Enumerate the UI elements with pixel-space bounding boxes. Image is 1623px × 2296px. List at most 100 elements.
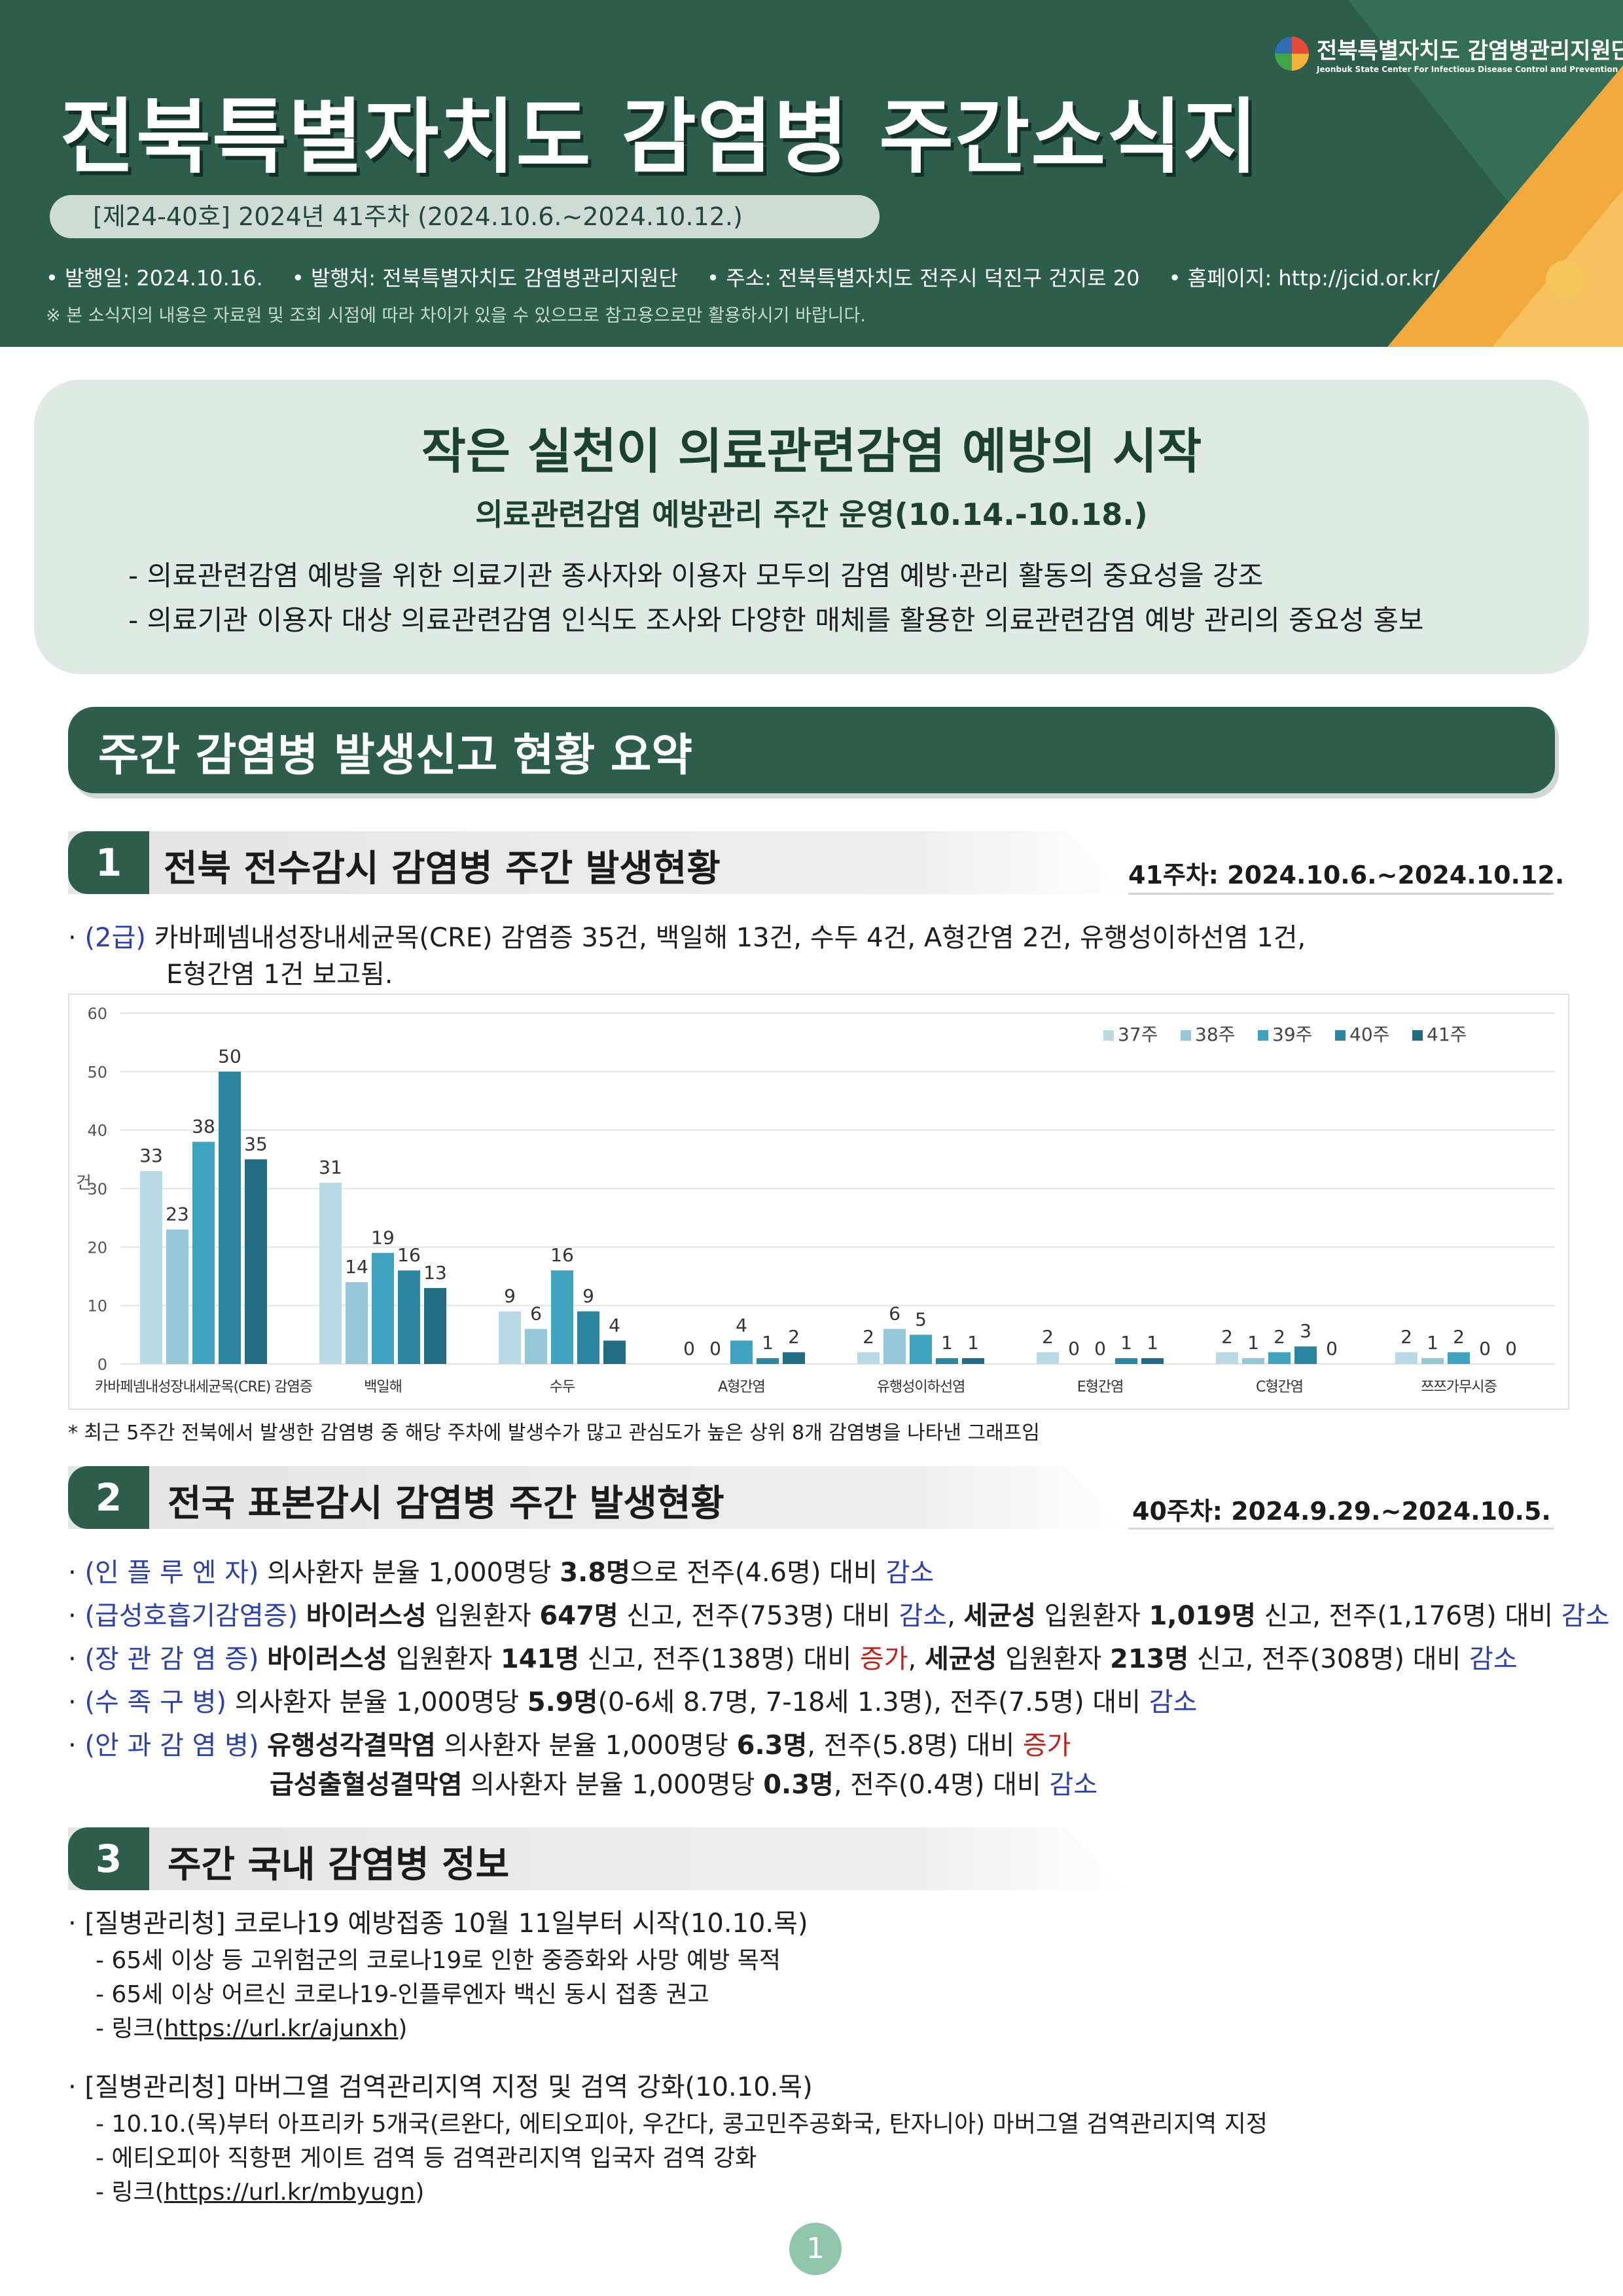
page-number: 1 <box>789 2223 842 2275</box>
y-tick-label: 10 <box>87 1297 107 1316</box>
publication-meta: • 발행일: 2024.10.16. • 발행처: 전북특별자치도 감염병관리지… <box>46 262 1462 292</box>
surveillance-text: 신고, 전주(1,176명) 대비 <box>1255 1601 1561 1631</box>
section1-title: 전북 전수감시 감염병 주간 발생현황 <box>164 848 721 890</box>
surveillance-text: 141명 <box>500 1644 580 1674</box>
y-tick-label: 0 <box>98 1355 107 1374</box>
section3-number: 3 <box>68 1827 149 1890</box>
data-label: 9 <box>504 1285 516 1307</box>
data-label: 0 <box>1094 1338 1106 1359</box>
x-tick-label: 수두 <box>550 1379 575 1395</box>
surveillance-label: (수 족 구 병) <box>84 1687 226 1717</box>
homepage-link[interactable]: • 홈페이지: http://jcid.or.kr/ <box>1168 266 1440 291</box>
bar <box>245 1159 267 1364</box>
section2-number: 2 <box>68 1466 149 1529</box>
bar <box>603 1340 626 1364</box>
grade-label: (2급) <box>84 923 146 953</box>
section1-number: 1 <box>68 831 149 894</box>
data-label: 33 <box>139 1145 163 1166</box>
summary-title: 주간 감염병 발생신고 현황 요약 <box>98 730 692 781</box>
news2-link-line: - 링크(https://url.kr/mbyugn) <box>96 2173 424 2207</box>
data-label: 6 <box>530 1302 542 1324</box>
bar <box>1141 1358 1164 1364</box>
surveillance-label: (급성호흡기감염증) <box>84 1601 298 1631</box>
y-tick-label: 30 <box>87 1180 107 1198</box>
section1-date: 41주차: 2024.10.6.~2024.10.12. <box>1128 861 1565 889</box>
bullet: · <box>68 1687 85 1717</box>
data-label: 0 <box>1326 1338 1338 1359</box>
bar <box>346 1282 368 1364</box>
summary-text: 카바페넴내성장내세균목(CRE) 감염증 35건, 백일해 13건, 수두 4건… <box>154 923 1306 953</box>
data-label: 2 <box>1042 1326 1054 1348</box>
bar <box>166 1229 188 1364</box>
logo-icon <box>1275 36 1309 71</box>
data-label: 14 <box>345 1256 368 1278</box>
bar <box>757 1358 779 1364</box>
data-label: 0 <box>683 1338 695 1359</box>
news1-link[interactable]: https://url.kr/ajunxh <box>164 2015 399 2042</box>
campaign-item: - 의료관련감염 예방을 위한 의료기관 종사자와 이용자 모두의 감염 예방·… <box>128 560 1264 592</box>
bar <box>424 1287 446 1364</box>
bar <box>1216 1352 1238 1364</box>
data-label: 4 <box>736 1314 747 1336</box>
data-label: 6 <box>889 1302 901 1324</box>
surveillance-text: 213명 <box>1110 1644 1189 1674</box>
section1-summary-line: · (2급) 카바페넴내성장내세균목(CRE) 감염증 35건, 백일해 13건… <box>68 923 1306 953</box>
surveillance-text: 신고, 전주(308명) 대비 <box>1188 1644 1470 1674</box>
surveillance-text: 감소 <box>1469 1644 1518 1674</box>
data-label: 19 <box>371 1227 395 1248</box>
surveillance-text: 신고, 전주(753명) 대비 <box>618 1601 899 1631</box>
surveillance-text: (0-6세 8.7명, 7-18세 1.3명), 전주(7.5명) 대비 <box>597 1687 1149 1717</box>
data-label: 23 <box>166 1204 189 1225</box>
surveillance-text: 바이러스성 <box>306 1601 427 1631</box>
weekly-disease-bar-chart: 0102030405060건3323385035카바페넴내성장내세균목(CRE)… <box>76 1005 1555 1395</box>
bar <box>883 1329 906 1364</box>
surveillance-text: , <box>947 1601 964 1631</box>
section2-date: 40주차: 2024.9.29.~2024.10.5. <box>1132 1497 1551 1526</box>
surveillance-text: 의사환자 분율 1,000명당 <box>226 1687 527 1717</box>
y-tick-label: 50 <box>87 1063 107 1081</box>
news1-title: · [질병관리청] 코로나19 예방접종 10월 11일부터 시작(10.10.… <box>68 1909 808 1939</box>
surveillance-row: · (안 과 감 염 병) 유행성각결막염 의사환자 분율 1,000명당 6.… <box>68 1724 1071 1762</box>
section3-title: 주간 국내 감염병 정보 <box>168 1844 510 1886</box>
x-tick-label: 카바페넴내성장내세균목(CRE) 감염증 <box>95 1379 313 1395</box>
surveillance-text: 감소 <box>1561 1601 1610 1631</box>
data-label: 0 <box>1068 1338 1080 1359</box>
bar <box>398 1270 420 1364</box>
bar <box>1115 1358 1137 1364</box>
surveillance-text: 6.3명 <box>736 1731 808 1761</box>
data-label: 5 <box>915 1308 927 1330</box>
x-tick-label: 유행성이하선염 <box>877 1379 965 1395</box>
surveillance-text: 세균성 <box>924 1644 997 1674</box>
bullet: · <box>68 1731 85 1761</box>
data-label: 13 <box>423 1262 447 1283</box>
bar <box>962 1358 984 1364</box>
bar <box>525 1329 547 1364</box>
data-label: 2 <box>1274 1326 1285 1348</box>
data-label: 38 <box>192 1116 215 1138</box>
data-label: 1 <box>1120 1332 1132 1354</box>
surveillance-row: · (장 관 감 염 증) 바이러스성 입원환자 141명 신고, 전주(138… <box>68 1638 1518 1676</box>
legend-swatch <box>1103 1030 1114 1041</box>
data-label: 16 <box>397 1244 421 1266</box>
news2-item: - 10.10.(목)부터 아프리카 5개국(르완다, 에티오피아, 우간다, … <box>96 2111 1268 2138</box>
y-tick-label: 20 <box>87 1238 107 1257</box>
surveillance-text: 1,019명 <box>1149 1601 1256 1631</box>
surveillance-text: 감소 <box>899 1601 948 1631</box>
surveillance-text: 입원환자 <box>426 1601 540 1631</box>
data-label: 2 <box>1400 1326 1412 1348</box>
surveillance-text: 의사환자 분율 1,000명당 <box>259 1558 560 1588</box>
news1-item: - 65세 이상 등 고위험군의 코로나19로 인한 중증화와 사망 예방 목적 <box>96 1947 781 1974</box>
surveillance-label: (인 플 루 엔 자) <box>84 1558 259 1588</box>
news2-link[interactable]: https://url.kr/mbyugn <box>164 2179 416 2206</box>
data-label: 1 <box>1247 1332 1259 1354</box>
data-label: 1 <box>762 1332 774 1354</box>
news1-link-line: - 링크(https://url.kr/ajunxh) <box>96 2009 407 2043</box>
summary-header <box>68 707 1555 793</box>
surveillance-text: 증가 <box>1022 1731 1071 1761</box>
x-tick-label: 쯔쯔가무시증 <box>1421 1379 1497 1395</box>
surveillance-label: (장 관 감 염 증) <box>84 1644 259 1674</box>
bar <box>140 1171 162 1364</box>
y-axis-label: 건 <box>76 1174 92 1193</box>
surveillance-text: 감소 <box>885 1558 935 1588</box>
surveillance-text: 세균성 <box>963 1601 1036 1631</box>
